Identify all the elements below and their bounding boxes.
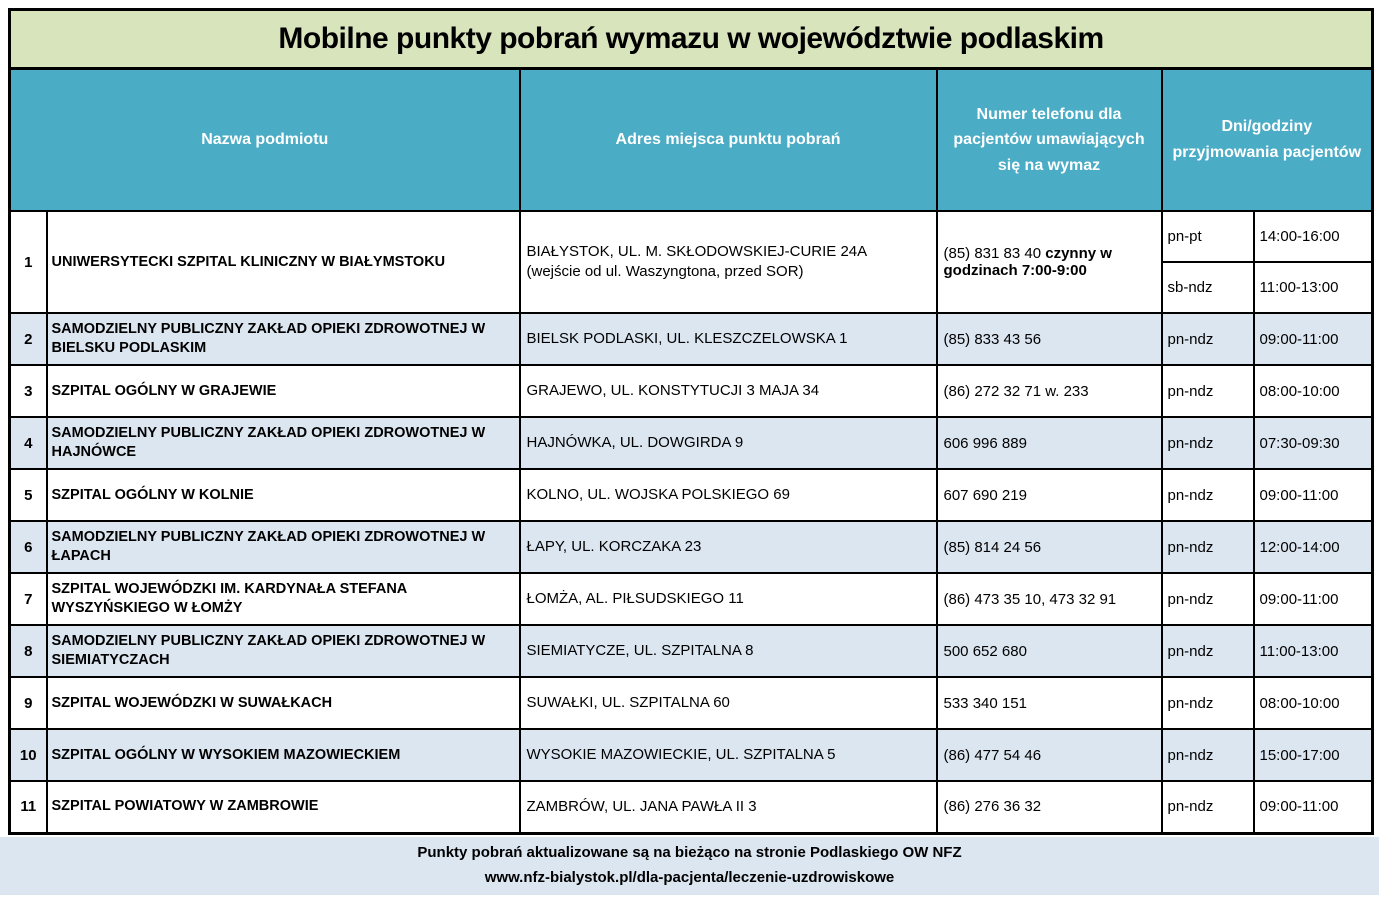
row-number: 6 — [8, 520, 48, 574]
facility-address: HAJNÓWKA, UL. DOWGIRDA 9 — [518, 416, 938, 470]
schedule-days: pn-ndz — [1160, 468, 1255, 522]
column-header-address: Adres miejsca punktu pobrań — [518, 67, 938, 212]
facility-phone: (86) 473 35 10, 473 32 91 — [935, 572, 1163, 626]
table-body: 1 UNIWERSYTECKI SZPITAL KLINICZNY W BIAŁ… — [8, 210, 1374, 834]
footer-url: www.nfz-bialystok.pl/dla-pacjenta/leczen… — [484, 869, 895, 886]
schedule-days: pn-ndz — [1160, 676, 1255, 730]
table-row: 3 SZPITAL OGÓLNY W GRAJEWIE GRAJEWO, UL.… — [8, 364, 1374, 418]
row-number: 4 — [8, 416, 48, 470]
facility-phone: (86) 477 54 46 — [935, 728, 1163, 782]
facility-phone: (86) 276 36 32 — [935, 780, 1163, 834]
address-line-2: (wejście od ul. Waszyngtona, przed SOR) — [526, 263, 804, 280]
facility-address: WYSOKIE MAZOWIECKIE, UL. SZPITALNA 5 — [518, 728, 938, 782]
column-header-row: Nazwa podmiotu Adres miejsca punktu pobr… — [8, 67, 1374, 212]
schedule-hours: 07:30-09:30 — [1252, 416, 1374, 470]
facility-phone: (86) 272 32 71 w. 233 — [935, 364, 1163, 418]
row-number: 1 — [8, 210, 48, 314]
schedule-days: pn-ndz — [1160, 572, 1255, 626]
table-row: 6 SAMODZIELNY PUBLICZNY ZAKŁAD OPIEKI ZD… — [8, 520, 1374, 574]
row-number: 11 — [8, 780, 48, 834]
facility-name: SZPITAL OGÓLNY W KOLNIE — [45, 468, 521, 522]
facility-phone: (85) 814 24 56 — [935, 520, 1163, 574]
column-header-phone: Numer telefonu dla pacjentów umawiającyc… — [935, 67, 1163, 212]
schedule-days: pn-pt — [1160, 210, 1255, 263]
row-number: 10 — [8, 728, 48, 782]
schedule-hours: 08:00-10:00 — [1252, 676, 1374, 730]
table-row: 4 SAMODZIELNY PUBLICZNY ZAKŁAD OPIEKI ZD… — [8, 416, 1374, 470]
collection-points-table: Mobilne punkty pobrań wymazu w województ… — [8, 8, 1375, 835]
facility-address: SIEMIATYCZE, UL. SZPITALNA 8 — [518, 624, 938, 678]
table-row: 2 SAMODZIELNY PUBLICZNY ZAKŁAD OPIEKI ZD… — [8, 312, 1374, 366]
facility-address: ZAMBRÓW, UL. JANA PAWŁA II 3 — [518, 780, 938, 834]
schedule-days: pn-ndz — [1160, 364, 1255, 418]
row-number: 8 — [8, 624, 48, 678]
column-header-schedule: Dni/godziny przyjmowania pacjentów — [1160, 67, 1374, 212]
schedule-hours: 15:00-17:00 — [1252, 728, 1374, 782]
schedule-hours: 11:00-13:00 — [1252, 261, 1374, 314]
footer-note: Punkty pobrań aktualizowane są na bieżąc… — [417, 843, 962, 861]
facility-phone: 607 690 219 — [935, 468, 1163, 522]
facility-name: SAMODZIELNY PUBLICZNY ZAKŁAD OPIEKI ZDRO… — [45, 416, 521, 470]
facility-name: SZPITAL OGÓLNY W WYSOKIEM MAZOWIECKIEM — [45, 728, 521, 782]
row-number: 7 — [8, 572, 48, 626]
table-row: 8 SAMODZIELNY PUBLICZNY ZAKŁAD OPIEKI ZD… — [8, 624, 1374, 678]
facility-name: SZPITAL WOJEWÓDZKI W SUWAŁKACH — [45, 676, 521, 730]
facility-phone: 500 652 680 — [935, 624, 1163, 678]
facility-phone: 606 996 889 — [935, 416, 1163, 470]
schedule-hours: 11:00-13:00 — [1252, 624, 1374, 678]
schedule-days: pn-ndz — [1160, 624, 1255, 678]
schedule-days: pn-ndz — [1160, 520, 1255, 574]
phone-availability-note: czynny w godzinach 7:00-9:00 — [943, 245, 1112, 279]
table-row: 5 SZPITAL OGÓLNY W KOLNIE KOLNO, UL. WOJ… — [8, 468, 1374, 522]
facility-phone: (85) 831 83 40 czynny w godzinach 7:00-9… — [935, 210, 1163, 314]
schedule-hours: 09:00-11:00 — [1252, 468, 1374, 522]
facility-address: ŁAPY, UL. KORCZAKA 23 — [518, 520, 938, 574]
table-row: sb-ndz 11:00-13:00 — [10, 261, 1374, 314]
schedule-hours: 12:00-14:00 — [1252, 520, 1374, 574]
title-row: Mobilne punkty pobrań wymazu w województ… — [8, 8, 1374, 70]
schedule-hours: 14:00-16:00 — [1252, 210, 1374, 263]
facility-address: GRAJEWO, UL. KONSTYTUCJI 3 MAJA 34 — [518, 364, 938, 418]
schedule-days: pn-ndz — [1160, 312, 1255, 366]
table-row: 9 SZPITAL WOJEWÓDZKI W SUWAŁKACH SUWAŁKI… — [8, 676, 1374, 730]
table-row: 10 SZPITAL OGÓLNY W WYSOKIEM MAZOWIECKIE… — [8, 728, 1374, 782]
facility-address: BIAŁYSTOK, UL. M. SKŁODOWSKIEJ-CURIE 24A… — [518, 210, 938, 314]
row-number: 5 — [8, 468, 48, 522]
schedule-days: sb-ndz — [1160, 261, 1255, 314]
facility-phone: 533 340 151 — [935, 676, 1163, 730]
facility-name: SZPITAL OGÓLNY W GRAJEWIE — [45, 364, 521, 418]
facility-name: UNIWERSYTECKI SZPITAL KLINICZNY W BIAŁYM… — [45, 210, 521, 314]
row-number: 3 — [8, 364, 48, 418]
schedule-hours: 08:00-10:00 — [1252, 364, 1374, 418]
facility-address: SUWAŁKI, UL. SZPITALNA 60 — [518, 676, 938, 730]
facility-name: SAMODZIELNY PUBLICZNY ZAKŁAD OPIEKI ZDRO… — [45, 520, 521, 574]
table-row: 1 UNIWERSYTECKI SZPITAL KLINICZNY W BIAŁ… — [8, 210, 1374, 314]
document-title: Mobilne punkty pobrań wymazu w województ… — [8, 8, 1374, 70]
facility-address: BIELSK PODLASKI, UL. KLESZCZELOWSKA 1 — [518, 312, 938, 366]
address-line-1: BIAŁYSTOK, UL. M. SKŁODOWSKIEJ-CURIE 24A — [526, 242, 868, 260]
phone-number: (85) 831 83 40 — [943, 245, 1046, 262]
facility-name: SZPITAL POWIATOWY W ZAMBROWIE — [45, 780, 521, 834]
schedule-days: pn-ndz — [1160, 416, 1255, 470]
facility-name: SAMODZIELNY PUBLICZNY ZAKŁAD OPIEKI ZDRO… — [45, 624, 521, 678]
schedule-days: pn-ndz — [1160, 780, 1255, 834]
table-row: 7 SZPITAL WOJEWÓDZKI IM. KARDYNAŁA STEFA… — [8, 572, 1374, 626]
facility-name: SAMODZIELNY PUBLICZNY ZAKŁAD OPIEKI ZDRO… — [45, 312, 521, 366]
footer: Punkty pobrań aktualizowane są na bieżąc… — [0, 836, 1379, 895]
column-header-name: Nazwa podmiotu — [8, 67, 521, 212]
row-number: 9 — [8, 676, 48, 730]
schedule-hours: 09:00-11:00 — [1252, 312, 1374, 366]
row-number: 2 — [8, 312, 48, 366]
schedule-days: pn-ndz — [1160, 728, 1255, 782]
table-row: 11 SZPITAL POWIATOWY W ZAMBROWIE ZAMBRÓW… — [8, 780, 1374, 834]
facility-phone: (85) 833 43 56 — [935, 312, 1163, 366]
facility-address: ŁOMŻA, AL. PIŁSUDSKIEGO 11 — [518, 572, 938, 626]
schedule-hours: 09:00-11:00 — [1252, 572, 1374, 626]
schedule-hours: 09:00-11:00 — [1252, 780, 1374, 834]
facility-name: SZPITAL WOJEWÓDZKI IM. KARDYNAŁA STEFANA… — [45, 572, 521, 626]
facility-address: KOLNO, UL. WOJSKA POLSKIEGO 69 — [518, 468, 938, 522]
